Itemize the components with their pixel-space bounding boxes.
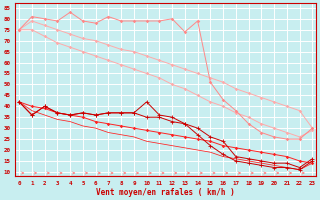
X-axis label: Vent moyen/en rafales ( km/h ): Vent moyen/en rafales ( km/h )	[96, 188, 235, 197]
